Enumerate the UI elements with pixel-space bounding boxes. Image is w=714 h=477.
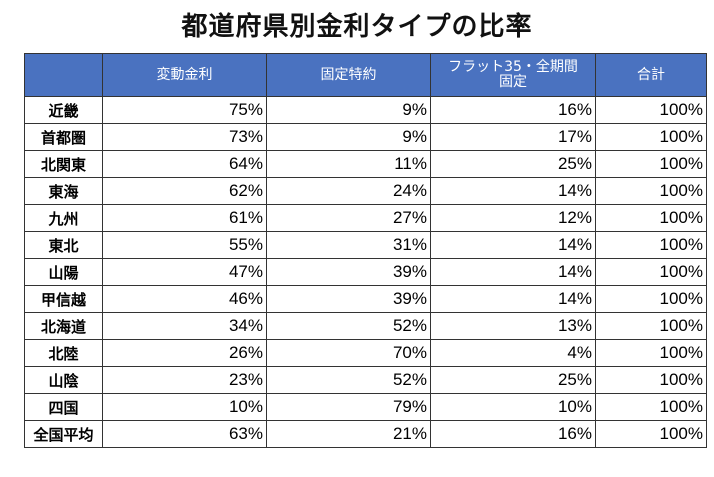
value-cell: 52% bbox=[266, 312, 431, 340]
region-cell: 首都圏 bbox=[24, 123, 103, 151]
table-row: 東北 55% 31% 14% 100% bbox=[24, 231, 707, 259]
value-cell: 47% bbox=[102, 258, 267, 286]
value-cell: 11% bbox=[266, 150, 431, 178]
table-row: 北海道 34% 52% 13% 100% bbox=[24, 312, 707, 340]
table-row: 山陰 23% 52% 25% 100% bbox=[24, 366, 707, 394]
value-cell: 31% bbox=[266, 231, 431, 259]
table-row: 北関東 64% 11% 25% 100% bbox=[24, 150, 707, 178]
value-cell: 100% bbox=[595, 96, 707, 124]
value-cell: 75% bbox=[102, 96, 267, 124]
value-cell: 10% bbox=[430, 393, 596, 421]
table-row: 北陸 26% 70% 4% 100% bbox=[24, 339, 707, 367]
region-cell: 北海道 bbox=[24, 312, 103, 340]
value-cell: 14% bbox=[430, 231, 596, 259]
value-cell: 64% bbox=[102, 150, 267, 178]
table-row: 首都圏 73% 9% 17% 100% bbox=[24, 123, 707, 151]
column-header: フラット35・全期間 固定 bbox=[430, 53, 596, 97]
value-cell: 100% bbox=[595, 204, 707, 232]
value-cell: 100% bbox=[595, 420, 707, 448]
table-row: 甲信越 46% 39% 14% 100% bbox=[24, 285, 707, 313]
value-cell: 24% bbox=[266, 177, 431, 205]
value-cell: 100% bbox=[595, 366, 707, 394]
value-cell: 4% bbox=[430, 339, 596, 367]
column-header: 変動金利 bbox=[102, 53, 267, 97]
value-cell: 9% bbox=[266, 123, 431, 151]
column-header: 固定特約 bbox=[266, 53, 431, 97]
value-cell: 100% bbox=[595, 123, 707, 151]
value-cell: 14% bbox=[430, 258, 596, 286]
page-title: 都道府県別金利タイプの比率 bbox=[181, 12, 533, 42]
value-cell: 100% bbox=[595, 393, 707, 421]
value-cell: 63% bbox=[102, 420, 267, 448]
value-cell: 73% bbox=[102, 123, 267, 151]
value-cell: 100% bbox=[595, 231, 707, 259]
value-cell: 100% bbox=[595, 285, 707, 313]
value-cell: 12% bbox=[430, 204, 596, 232]
value-cell: 62% bbox=[102, 177, 267, 205]
table-header-row: 変動金利 固定特約 フラット35・全期間 固定 合計 bbox=[24, 53, 707, 97]
region-cell: 北陸 bbox=[24, 339, 103, 367]
region-cell: 全国平均 bbox=[24, 420, 103, 448]
value-cell: 39% bbox=[266, 285, 431, 313]
region-cell: 近畿 bbox=[24, 96, 103, 124]
value-cell: 13% bbox=[430, 312, 596, 340]
table-row: 全国平均 63% 21% 16% 100% bbox=[24, 420, 707, 448]
value-cell: 16% bbox=[430, 96, 596, 124]
value-cell: 46% bbox=[102, 285, 267, 313]
table-row: 近畿 75% 9% 16% 100% bbox=[24, 96, 707, 124]
region-cell: 九州 bbox=[24, 204, 103, 232]
header-corner bbox=[24, 53, 103, 97]
value-cell: 16% bbox=[430, 420, 596, 448]
value-cell: 55% bbox=[102, 231, 267, 259]
value-cell: 52% bbox=[266, 366, 431, 394]
table-row: 四国 10% 79% 10% 100% bbox=[24, 393, 707, 421]
column-header: 合計 bbox=[595, 53, 707, 97]
region-cell: 東北 bbox=[24, 231, 103, 259]
value-cell: 61% bbox=[102, 204, 267, 232]
value-cell: 79% bbox=[266, 393, 431, 421]
value-cell: 100% bbox=[595, 312, 707, 340]
region-cell: 山陰 bbox=[24, 366, 103, 394]
region-cell: 甲信越 bbox=[24, 285, 103, 313]
interest-type-table: 変動金利 固定特約 フラット35・全期間 固定 合計 近畿 75% 9% 16% 100%… bbox=[24, 53, 707, 448]
value-cell: 27% bbox=[266, 204, 431, 232]
value-cell: 10% bbox=[102, 393, 267, 421]
region-cell: 北関東 bbox=[24, 150, 103, 178]
value-cell: 70% bbox=[266, 339, 431, 367]
value-cell: 9% bbox=[266, 96, 431, 124]
value-cell: 100% bbox=[595, 258, 707, 286]
value-cell: 39% bbox=[266, 258, 431, 286]
table-row: 山陽 47% 39% 14% 100% bbox=[24, 258, 707, 286]
table-body: 近畿 75% 9% 16% 100% 首都圏 73% 9% 17% 100% 北関東 64% 11% 25… bbox=[24, 96, 707, 448]
value-cell: 26% bbox=[102, 339, 267, 367]
value-cell: 17% bbox=[430, 123, 596, 151]
value-cell: 100% bbox=[595, 339, 707, 367]
region-cell: 四国 bbox=[24, 393, 103, 421]
value-cell: 14% bbox=[430, 285, 596, 313]
value-cell: 14% bbox=[430, 177, 596, 205]
value-cell: 25% bbox=[430, 366, 596, 394]
value-cell: 23% bbox=[102, 366, 267, 394]
value-cell: 25% bbox=[430, 150, 596, 178]
region-cell: 山陽 bbox=[24, 258, 103, 286]
value-cell: 100% bbox=[595, 177, 707, 205]
value-cell: 100% bbox=[595, 150, 707, 178]
table-row: 九州 61% 27% 12% 100% bbox=[24, 204, 707, 232]
table-row: 東海 62% 24% 14% 100% bbox=[24, 177, 707, 205]
region-cell: 東海 bbox=[24, 177, 103, 205]
value-cell: 21% bbox=[266, 420, 431, 448]
value-cell: 34% bbox=[102, 312, 267, 340]
